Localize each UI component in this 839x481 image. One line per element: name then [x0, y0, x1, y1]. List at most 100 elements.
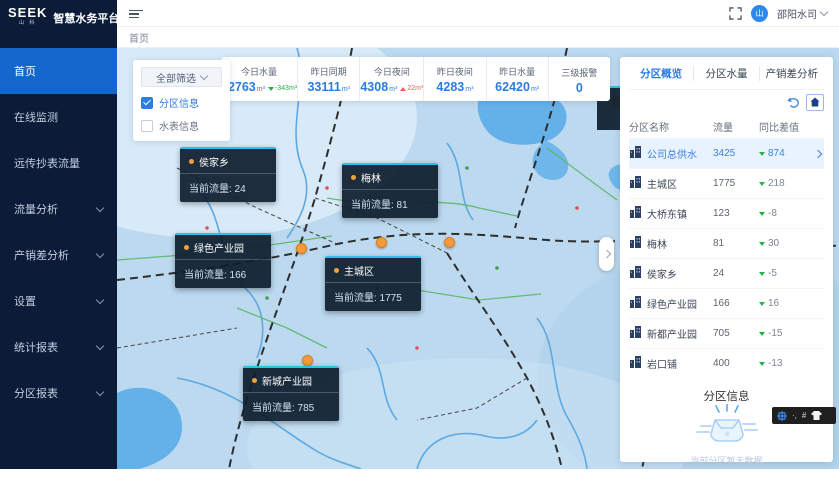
- stat-trend-text: -343m³: [274, 84, 298, 92]
- stat-label: 今日水量: [241, 66, 278, 77]
- table-row-1[interactable]: 主城区 1775 218: [629, 168, 824, 198]
- row-name-cell: 梅林: [629, 236, 713, 251]
- table-header-1: 流量: [713, 122, 733, 134]
- sidebar-item-4[interactable]: 产销差分析: [0, 232, 117, 278]
- map-tooltip-title: 绿色产业园: [175, 235, 271, 260]
- map-marker-1[interactable]: [376, 237, 387, 248]
- filter-option-label: 分区信息: [159, 99, 199, 110]
- grid-icon[interactable]: #: [801, 410, 807, 420]
- marker-dot-icon: [184, 245, 189, 250]
- stat-unit: m³: [465, 85, 474, 93]
- sidebar-item-label: 在线监测: [14, 112, 58, 124]
- stat-label: 今日夜间: [373, 66, 410, 77]
- sidebar-item-1[interactable]: 在线监测: [0, 94, 117, 140]
- trend-down-icon: [759, 151, 765, 156]
- table-row-7[interactable]: 岩口铺 400 -13: [629, 348, 824, 378]
- stat-value: 32763 m³ -343m³: [221, 80, 298, 96]
- map-marker-0[interactable]: [296, 243, 307, 254]
- app: { "brand": {"logo": "SEEK", "logo_sub": …: [0, 0, 839, 469]
- row-trend-cell: 30: [759, 238, 809, 249]
- row-name-cell: 新都产业园: [629, 326, 713, 341]
- sidebar-item-7[interactable]: 分区报表: [0, 370, 117, 416]
- table-row-0[interactable]: 公司总供水 3425 874: [629, 138, 824, 168]
- layers-icon[interactable]: [811, 411, 823, 420]
- sidebar-item-3[interactable]: 流量分析: [0, 186, 117, 232]
- crosshair-icon[interactable]: [777, 410, 787, 421]
- marker-dot-icon: [334, 268, 339, 273]
- map-tooltip-0: 侯家乡 当前流量: 24: [180, 147, 276, 202]
- table-row-6[interactable]: 新都产业园 705 -15: [629, 318, 824, 348]
- dot-icon[interactable]: ·,: [792, 410, 797, 420]
- sidebar-item-5[interactable]: 设置: [0, 278, 117, 324]
- stat-value: 0: [576, 82, 583, 95]
- sidebar-item-6[interactable]: 统计报表: [0, 324, 117, 370]
- chevron-down-icon: [95, 387, 105, 396]
- stat-label: 昨日水量: [499, 66, 536, 77]
- user-menu[interactable]: 邵阳水司: [777, 6, 829, 21]
- username: 邵阳水司: [777, 9, 817, 21]
- sidebar-item-label: 首页: [14, 66, 36, 78]
- home-icon[interactable]: [806, 93, 824, 111]
- checkbox-icon[interactable]: [141, 119, 153, 132]
- trend-value: -5: [768, 268, 777, 279]
- brand-logo-text: SEEK: [8, 5, 48, 20]
- row-flow-cell: 24: [713, 268, 725, 279]
- checkbox-icon[interactable]: [141, 96, 153, 109]
- stat-label: 三级报警: [561, 68, 598, 78]
- panel-expander-button[interactable]: [599, 237, 614, 271]
- map-marker-2[interactable]: [444, 237, 455, 248]
- chevron-right-icon: [602, 249, 611, 259]
- stat-value: 4283 m³: [436, 79, 474, 96]
- row-trend-cell: -15: [759, 328, 809, 339]
- row-trend-cell: -8: [759, 208, 809, 219]
- sidebar-item-label: 远传抄表流量: [14, 158, 80, 170]
- trend-up-icon: [400, 86, 407, 91]
- empty-state-caption: 当前分区暂无数据: [690, 456, 763, 466]
- tab-2[interactable]: 产销差分析: [758, 65, 824, 81]
- partition-name: 绿色产业园: [647, 300, 697, 311]
- stat-trend-text: 22m³: [407, 84, 424, 92]
- map-tooltip-flow: 当前流量: 24: [189, 184, 246, 195]
- panel-actions: [629, 90, 824, 114]
- fullscreen-icon[interactable]: [729, 6, 742, 20]
- row-flow-cell: 705: [713, 328, 730, 339]
- breadcrumb[interactable]: 首页: [117, 27, 839, 48]
- sidebar-item-2[interactable]: 远传抄表流量: [0, 140, 117, 186]
- row-name-cell: 大桥东镇: [629, 206, 713, 221]
- menu-collapse-icon[interactable]: [129, 8, 143, 19]
- avatar[interactable]: 山: [751, 4, 768, 22]
- row-trend-cell: -5: [759, 268, 809, 279]
- table-row-3[interactable]: 梅林 81 30: [629, 228, 824, 258]
- row-flow-cell: 123: [713, 208, 730, 219]
- stat-value: 62420 m³: [495, 80, 539, 96]
- trend-down-icon: [759, 331, 765, 336]
- sidebar-item-0[interactable]: 首页: [0, 48, 117, 94]
- stat-number: 4283: [436, 79, 465, 94]
- chevron-right-icon[interactable]: [813, 149, 823, 158]
- filter-dropdown[interactable]: 全部筛选: [141, 67, 222, 87]
- row-flow-cell: 400: [713, 358, 730, 369]
- filter-option-0[interactable]: 分区信息: [141, 95, 222, 110]
- row-flow-cell: 166: [713, 298, 730, 309]
- map-marker-3[interactable]: [302, 355, 313, 366]
- table-row-4[interactable]: 侯家乡 24 -5: [629, 258, 824, 288]
- breadcrumb-home[interactable]: 首页: [129, 33, 149, 45]
- trend-value: 30: [768, 238, 780, 249]
- tab-0[interactable]: 分区概览: [640, 67, 683, 80]
- stat-cell-1: 昨日同期 33111 m³: [297, 57, 359, 101]
- brand-logo: SEEK 山 科 智慧水务平台: [0, 0, 119, 34]
- tab-1[interactable]: 分区水量: [693, 65, 758, 81]
- row-trend-cell: -13: [759, 358, 809, 369]
- table-header-0: 分区名称: [629, 122, 669, 134]
- filter-option-1[interactable]: 水表信息: [141, 118, 222, 133]
- map-tooltip-name: 梅林: [361, 174, 381, 185]
- chevron-down-icon: [819, 7, 829, 16]
- stat-trend: 22m³: [400, 83, 423, 95]
- undo-icon[interactable]: [787, 96, 800, 109]
- row-flow-cell: 3425: [713, 148, 736, 159]
- stat-cell-3: 昨日夜间 4283 m³: [423, 57, 485, 101]
- table-row-2[interactable]: 大桥东镇 123 -8: [629, 198, 824, 228]
- table-row-5[interactable]: 绿色产业园 166 16: [629, 288, 824, 318]
- map-tooltip-flow: 当前流量: 1775: [334, 293, 402, 304]
- partition-info-title: 分区信息: [703, 391, 750, 403]
